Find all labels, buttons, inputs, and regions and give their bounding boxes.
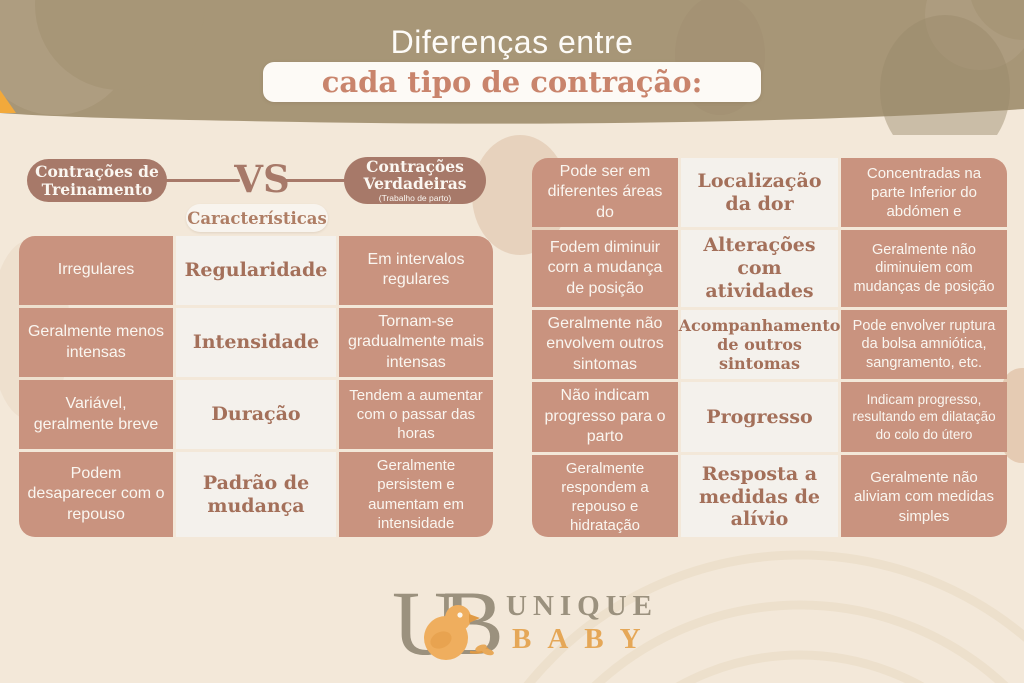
characteristic-cell: Regularidade [176,236,336,305]
labor-cell: Concentradas na parte Inferior do abdóme… [841,158,1007,228]
training-cell: Irregulares [19,236,173,305]
labor-cell: Em intervalos regulares [339,236,493,305]
brand-logo: UB UNIQUE BABY [0,572,1024,674]
right-comparison-table: Pode ser em diferentes áreas do Localiza… [532,158,1007,537]
labor-cell: Pode envolver ruptura da bolsa amniótica… [841,309,1007,380]
training-cell: Podem desaparecer com o repouso [19,452,173,537]
characteristic-cell: Alterações com atividades [681,230,838,307]
true-contractions-pill: Contrações Verdadeiras (Trabalho de part… [344,157,486,204]
page-title-highlight: cada tipo de contração: [321,65,703,99]
brand-name-bottom: BABY [512,623,657,655]
true-contractions-sublabel: (Trabalho de parto) [378,192,452,203]
training-contractions-label: Contrações de Treinamento [35,162,159,199]
characteristic-cell: Localização da dor [681,158,838,228]
characteristic-cell: Progresso [681,382,838,452]
training-cell: Geralmente menos intensas [19,307,173,378]
vs-connector-right [282,179,354,182]
labor-cell: Geralmente não diminuiem com mudanças de… [841,230,1007,307]
training-cell: Não indicam progresso para o parto [532,382,678,452]
characteristic-cell: Intensidade [176,307,336,378]
training-cell: Fodem diminuir corn a mudança de posição [532,230,678,307]
training-cell: Variável, geralmente breve [19,380,173,450]
characteristic-cell: Duração [176,380,336,450]
labor-cell: Tendem a aumentar com o passar das horas [339,380,493,450]
characteristic-cell: Acompanhamento de outros sintomas [679,309,840,380]
training-cell: Geralmente respondem a repouso e hidrata… [532,454,678,537]
training-cell: Geralmente não envolvem outros sintomas [532,309,678,380]
vs-label: VS [234,157,290,201]
page-title: Diferenças entre [390,24,634,60]
left-comparison-table: Irregulares Regularidade Em intervalos r… [19,236,493,537]
bird-icon [424,605,494,660]
labor-cell: Geralmente não aliviam com medidas simpl… [841,454,1007,537]
characteristics-label: Características [187,208,327,228]
labor-cell: Tornam-se gradualmente mais intensas [339,307,493,378]
training-contractions-pill: Contrações de Treinamento [27,159,167,202]
characteristic-cell: Resposta a medidas de alívio [681,454,838,537]
characteristics-pill: Características [186,204,328,232]
characteristic-cell: Padrão de mudança [176,452,336,537]
vs-connector-left [155,179,240,182]
labor-cell: Geralmente persistem e aumentam em inten… [339,452,493,537]
true-contractions-label: Contrações Verdadeiras [363,156,467,194]
training-cell: Pode ser em diferentes áreas do [532,158,678,228]
labor-cell: Indicam progresso, resultando em dilataç… [841,382,1007,452]
brand-name-top: UNIQUE [506,590,659,622]
page-title-highlight-box: cada tipo de contração: [263,62,761,102]
